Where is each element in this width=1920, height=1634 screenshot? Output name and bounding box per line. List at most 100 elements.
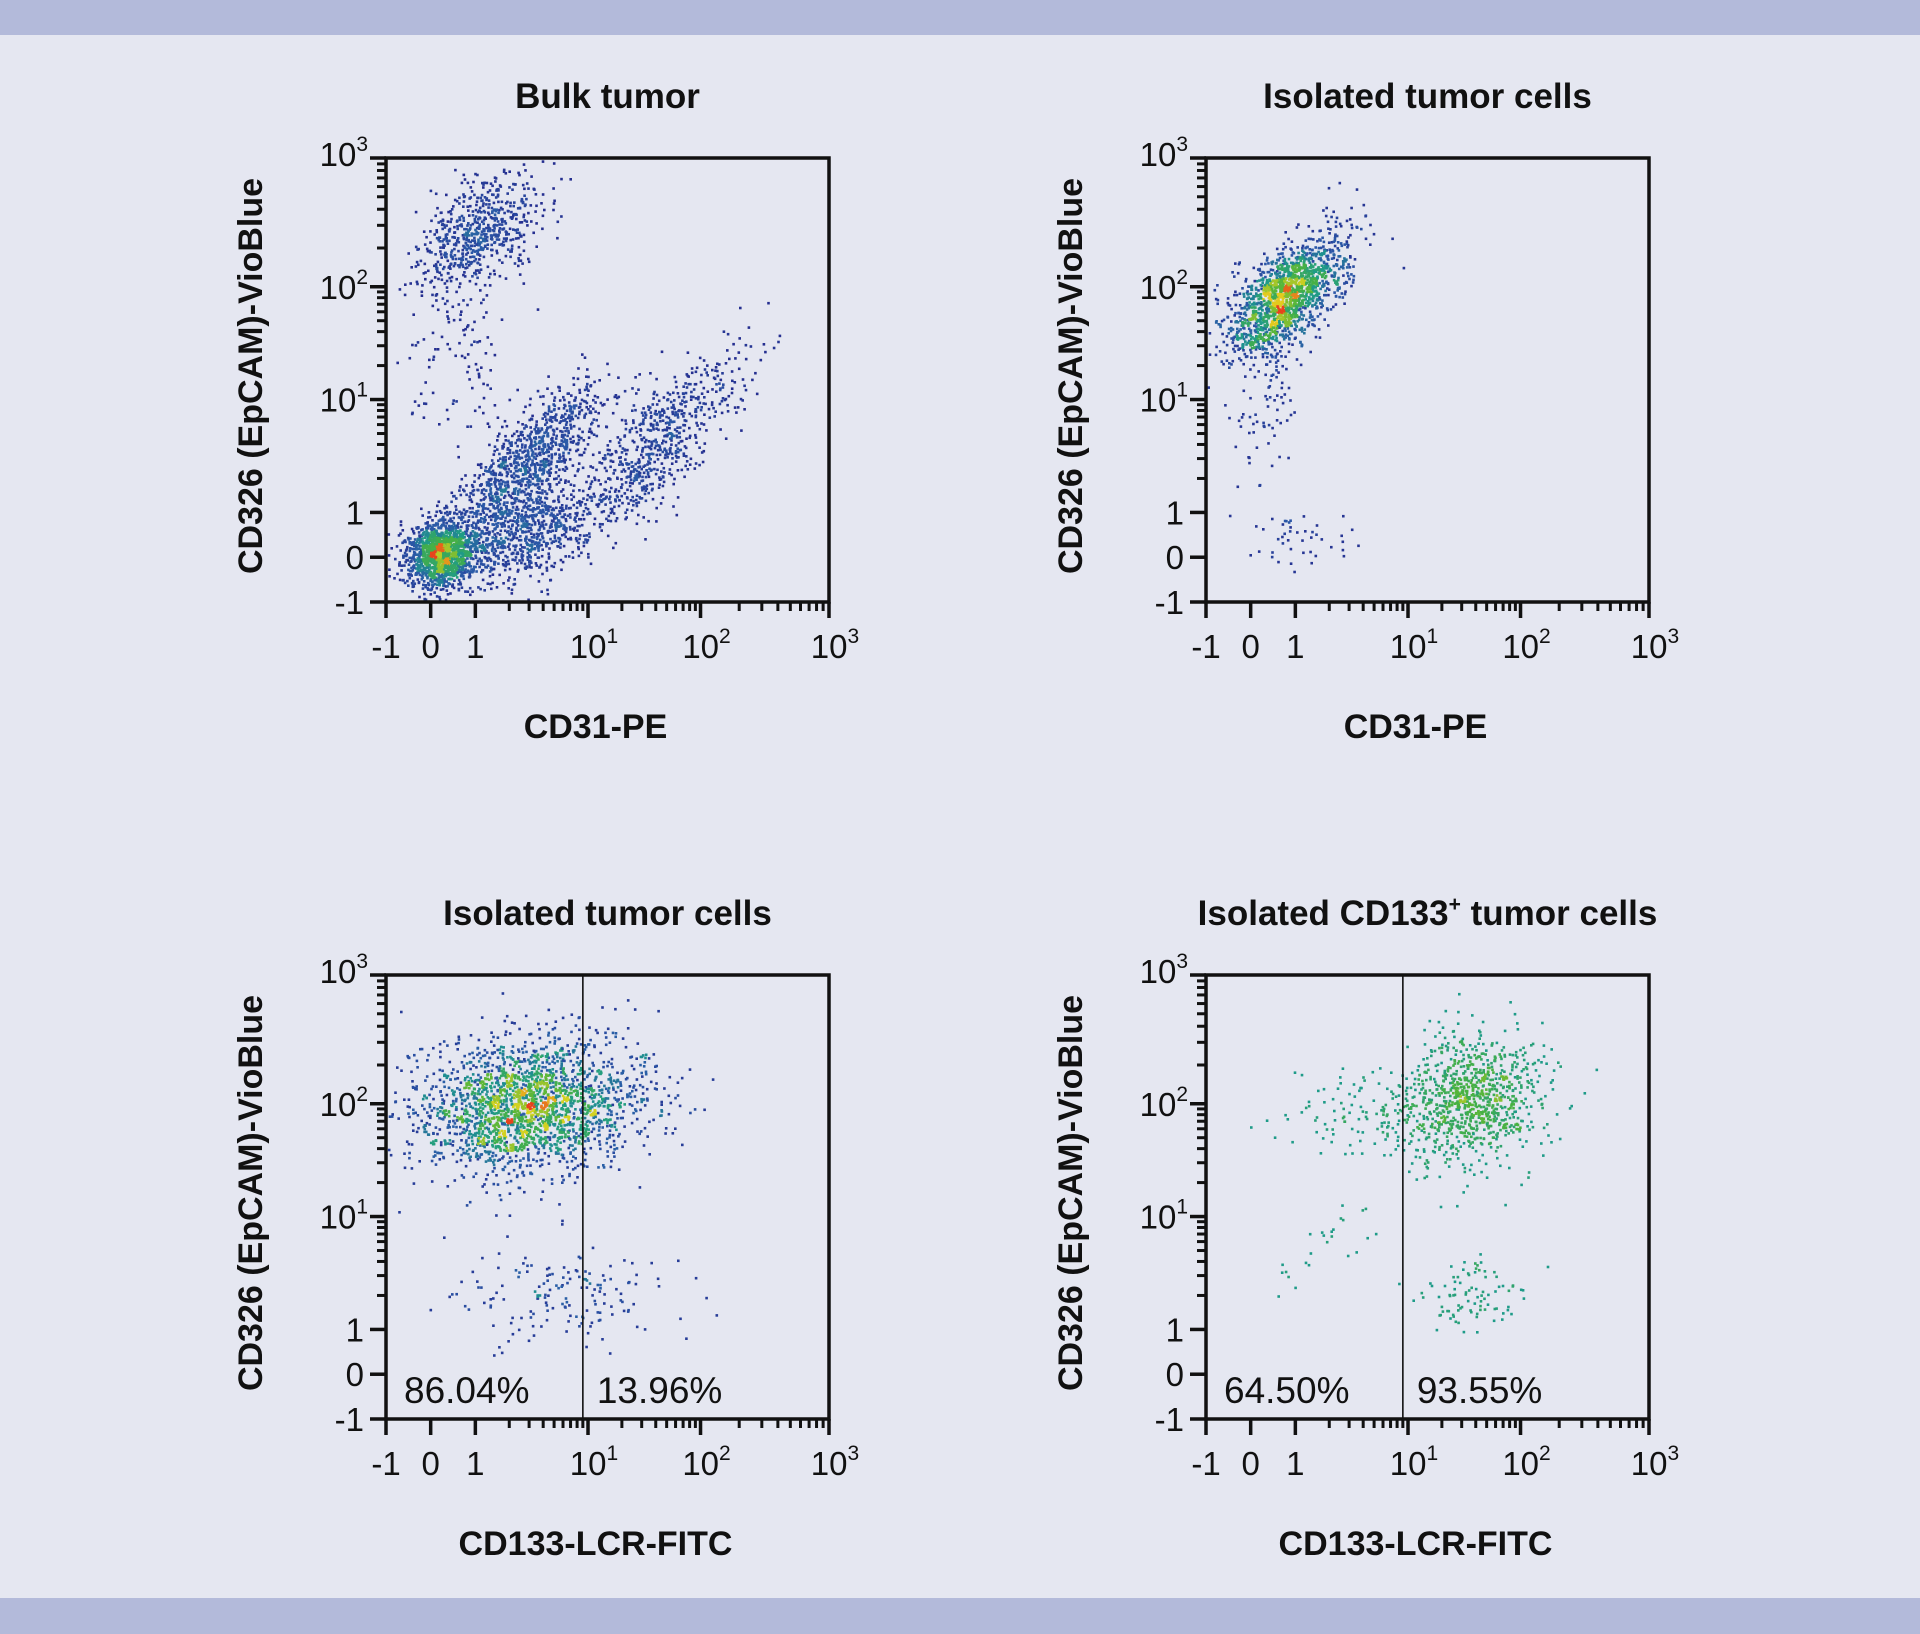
event-point: [503, 211, 506, 215]
event-point: [471, 530, 475, 533]
event-point: [597, 424, 600, 428]
event-point: [458, 196, 461, 200]
event-point: [579, 518, 583, 521]
event-point: [482, 298, 485, 301]
event-point: [650, 440, 653, 444]
event-point: [427, 588, 430, 591]
event-point: [405, 547, 409, 551]
event-point: [1271, 301, 1275, 305]
event-point: [695, 366, 699, 370]
event-point: [442, 575, 446, 579]
event-point: [535, 537, 539, 541]
event-point: [553, 399, 556, 402]
event-point: [480, 544, 484, 548]
event-point: [653, 390, 656, 394]
event-point: [598, 451, 601, 454]
event-point: [415, 260, 419, 264]
event-point: [572, 376, 575, 380]
event-point: [682, 454, 686, 457]
event-point: [502, 564, 506, 567]
event-point: [425, 563, 429, 567]
event-point: [538, 502, 542, 505]
event-point: [530, 539, 534, 543]
event-point: [641, 446, 645, 450]
event-point: [1280, 285, 1284, 289]
event-point: [1391, 237, 1394, 241]
event-point: [648, 462, 652, 465]
y-tick-label: 0: [346, 539, 364, 576]
event-point: [631, 387, 634, 390]
event-point: [625, 462, 628, 465]
event-point: [580, 398, 584, 402]
event-point: [550, 410, 553, 413]
event-point: [472, 255, 476, 259]
event-point: [549, 514, 552, 517]
event-point: [437, 547, 441, 550]
event-point: [465, 532, 468, 536]
event-point: [449, 527, 453, 530]
event-point: [430, 279, 434, 283]
event-point: [523, 204, 527, 208]
event-point: [430, 219, 433, 223]
event-point: [491, 210, 494, 213]
event-point: [469, 247, 472, 251]
event-point: [402, 556, 405, 559]
event-point: [563, 398, 566, 402]
event-point: [465, 553, 469, 556]
event-point: [406, 545, 409, 549]
event-point: [519, 500, 523, 503]
event-point: [521, 477, 524, 481]
event-point: [608, 440, 612, 443]
event-point: [493, 227, 496, 230]
event-point: [638, 373, 641, 376]
event-point: [557, 498, 560, 501]
event-point: [558, 453, 561, 456]
event-point: [512, 432, 516, 436]
event-point: [454, 552, 457, 555]
event-point: [470, 483, 474, 487]
event-point: [564, 465, 568, 469]
event-point: [639, 497, 642, 500]
event-point: [522, 499, 526, 503]
x-tick-base: 10: [682, 628, 719, 665]
event-point: [564, 517, 568, 521]
event-point: [502, 442, 506, 446]
event-point: [545, 429, 548, 432]
event-point: [649, 422, 653, 426]
event-point: [531, 482, 535, 486]
event-point: [665, 451, 668, 455]
event-point: [491, 545, 495, 549]
event-point: [510, 512, 513, 515]
event-point: [446, 271, 450, 275]
event-point: [439, 534, 443, 538]
event-point: [414, 541, 418, 545]
event-point: [550, 508, 554, 512]
event-point: [569, 506, 572, 510]
event-point: [546, 426, 550, 429]
event-point: [631, 439, 635, 443]
event-point: [696, 424, 699, 427]
event-point: [653, 446, 657, 450]
event-point: [550, 541, 554, 545]
event-point: [600, 529, 603, 532]
event-point: [423, 553, 426, 556]
event-point: [561, 468, 565, 471]
event-point: [481, 181, 484, 185]
event-point: [487, 199, 491, 202]
event-point: [536, 486, 540, 489]
event-point: [674, 444, 678, 447]
event-point: [454, 567, 458, 571]
event-point: [489, 272, 492, 276]
event-point: [477, 240, 480, 244]
event-point: [550, 439, 554, 442]
event-point: [646, 428, 650, 432]
event-point: [563, 533, 566, 536]
event-point: [589, 562, 593, 566]
event-point: [497, 189, 500, 192]
event-point: [482, 228, 486, 232]
event-point: [468, 279, 472, 283]
event-point: [435, 586, 439, 590]
event-point: [441, 267, 445, 271]
event-point: [424, 381, 427, 384]
event-point: [468, 562, 471, 566]
